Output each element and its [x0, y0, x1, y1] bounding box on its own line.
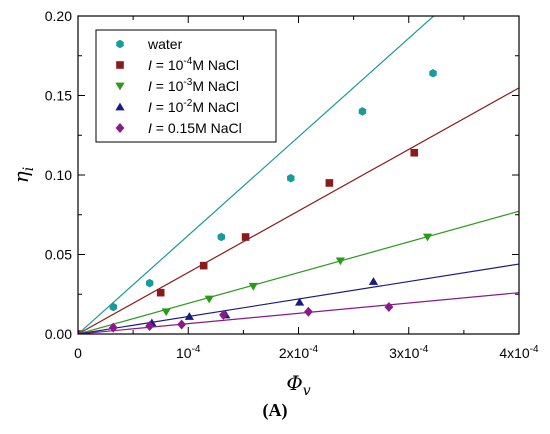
y-axis-title: ηi: [9, 167, 37, 183]
data-point-series-4: [145, 321, 155, 332]
data-point-series-4: [384, 301, 394, 312]
data-point-series-2: [161, 308, 171, 317]
x-axis-title: Φv: [286, 371, 310, 399]
chart-svg: 0 10-4 2x10-4 3x10-4 4x10-4 0.00 0.05 0.10 0.15 0…: [9, 8, 539, 399]
legend-marker-0: [116, 39, 124, 49]
data-point-series-4: [108, 322, 118, 333]
data-point-series-0: [217, 232, 226, 242]
data-markers: [78, 68, 437, 334]
panel-label: (A): [262, 400, 288, 420]
data-point-series-0: [287, 173, 295, 183]
y-tick-label: 0.05: [45, 247, 72, 263]
legend-label-4: I = 0.15M NaCl: [148, 120, 242, 136]
data-point-series-0: [358, 107, 367, 116]
data-point-series-2: [335, 257, 345, 266]
data-point-series-3: [184, 312, 194, 320]
data-point-series-2: [204, 295, 214, 304]
data-point-series-3: [368, 277, 379, 285]
x-tick-label: 4x10-4: [499, 344, 539, 361]
x-tick-label: 0: [74, 345, 82, 361]
legend: water I = 10-4M NaCl I = 10-3M NaCl I = 10-…: [95, 29, 277, 143]
data-point-series-1: [199, 261, 208, 270]
data-point-series-4: [177, 319, 187, 330]
fit-line-series-2: [78, 210, 519, 334]
y-tick-label: 0.00: [45, 326, 72, 342]
legend-label-1: I = 10-4M NaCl: [148, 56, 239, 73]
data-point-series-4: [219, 309, 228, 320]
data-point-series-2: [248, 282, 258, 291]
x-tick-label: 10-4: [176, 344, 201, 361]
legend-label-2: I = 10-3M NaCl: [148, 77, 239, 94]
data-point-series-0: [109, 302, 117, 312]
y-tick-label: 0.10: [45, 167, 72, 183]
fit-lines: [78, 16, 519, 334]
legend-marker-4: [115, 123, 125, 133]
data-point-series-1: [410, 148, 419, 157]
data-point-series-1: [325, 179, 334, 187]
data-point-series-0: [145, 278, 154, 288]
legend-marker-2: [115, 82, 125, 91]
data-point-series-3: [295, 297, 305, 306]
legend-marker-1: [116, 61, 124, 69]
x-tick-label: 2x10-4: [279, 344, 319, 361]
fit-line-series-1: [78, 87, 519, 334]
data-point-series-4: [78, 329, 83, 334]
x-tick-label: 3x10-4: [389, 344, 429, 361]
data-point-series-4: [304, 306, 313, 317]
data-point-series-1: [156, 288, 165, 297]
legend-label-0: water: [147, 36, 183, 52]
y-tick-label: 0.20: [45, 8, 72, 24]
data-point-series-1: [241, 233, 250, 241]
legend-label-3: I = 10-2M NaCl: [148, 98, 239, 115]
axis-titles: Φv ηi: [9, 167, 311, 399]
y-tick-label: 0.15: [45, 88, 72, 104]
fit-line-series-0: [78, 16, 435, 334]
data-point-series-2: [422, 233, 433, 242]
legend-marker-3: [115, 102, 125, 111]
legend-box: [95, 29, 277, 143]
data-point-series-0: [429, 68, 437, 78]
